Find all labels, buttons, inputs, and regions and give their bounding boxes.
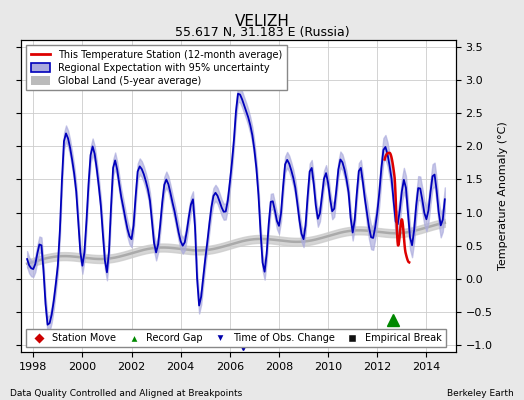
Text: VELIZH: VELIZH <box>235 14 289 29</box>
Text: Berkeley Earth: Berkeley Earth <box>447 389 514 398</box>
Text: 55.617 N, 31.183 E (Russia): 55.617 N, 31.183 E (Russia) <box>174 26 350 39</box>
Y-axis label: Temperature Anomaly (°C): Temperature Anomaly (°C) <box>498 122 508 270</box>
Legend: Station Move, Record Gap, Time of Obs. Change, Empirical Break: Station Move, Record Gap, Time of Obs. C… <box>26 329 445 347</box>
Text: Data Quality Controlled and Aligned at Breakpoints: Data Quality Controlled and Aligned at B… <box>10 389 243 398</box>
